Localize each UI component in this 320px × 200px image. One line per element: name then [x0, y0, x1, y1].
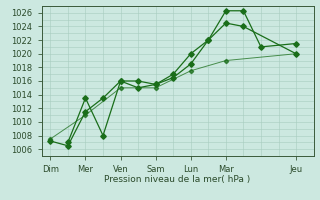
X-axis label: Pression niveau de la mer( hPa ): Pression niveau de la mer( hPa ) [104, 175, 251, 184]
